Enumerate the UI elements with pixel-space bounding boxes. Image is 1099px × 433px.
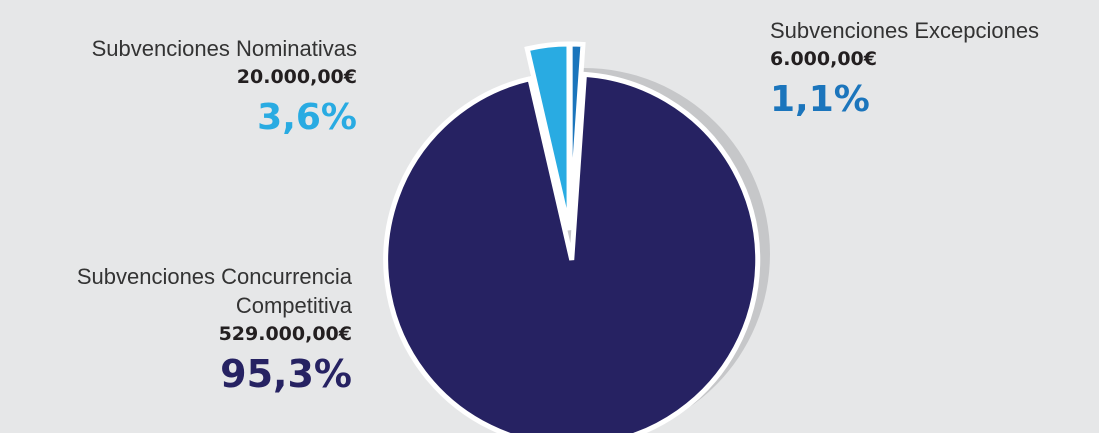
- slice-label: Subvenciones Concurrencia Competitiva 529…: [0, 262, 352, 396]
- category-name: Subvenciones Excepciones: [770, 18, 1040, 43]
- value-label: 1,1%: [770, 79, 870, 120]
- slice-label: Subvenciones Excepciones 6.000,00€ 1,1%: [770, 16, 1099, 120]
- category-name: Subvenciones Nominativas: [91, 36, 357, 61]
- category-name: Subvenciones Concurrencia Competitiva: [76, 264, 352, 318]
- amount-label: 6.000,00€: [770, 48, 877, 70]
- amount-label: 529.000,00€: [218, 323, 352, 345]
- pie-slice: [567, 41, 586, 231]
- value-label: 3,6%: [257, 97, 357, 138]
- amount-label: 20.000,00€: [236, 66, 357, 88]
- pie-slice: [383, 71, 761, 433]
- value-label: 95,3%: [220, 352, 352, 396]
- slice-label: Subvenciones Nominativas 20.000,00€ 3,6%: [0, 34, 357, 138]
